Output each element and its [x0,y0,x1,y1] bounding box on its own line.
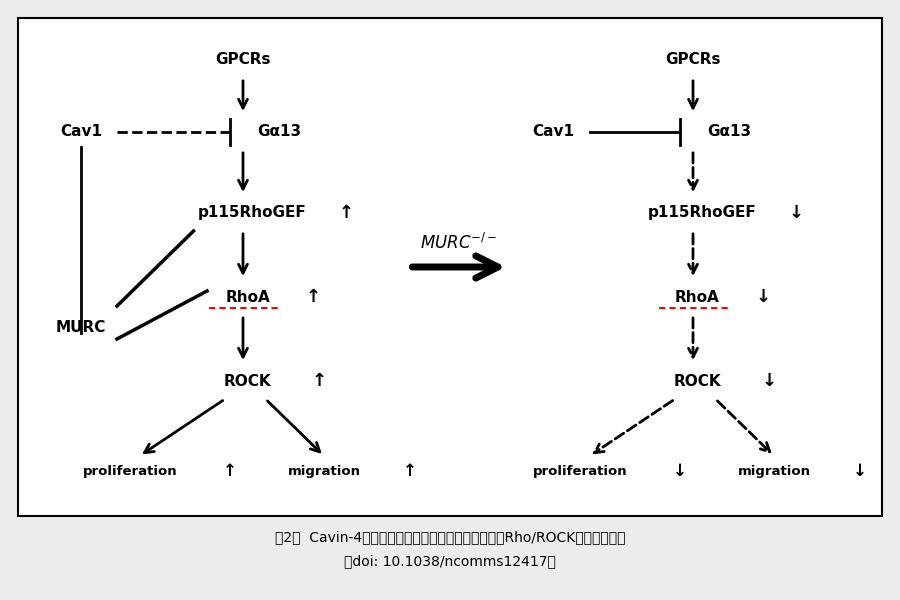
Text: 図2．  Cavin-4による肺動脈血管平滑筋細胞におけるRho/ROCKシグナル制御: 図2． Cavin-4による肺動脈血管平滑筋細胞におけるRho/ROCKシグナル… [274,530,626,544]
Text: Gα13: Gα13 [256,124,302,139]
Text: GPCRs: GPCRs [215,52,271,67]
Text: ROCK: ROCK [674,373,721,389]
Text: GPCRs: GPCRs [665,52,721,67]
Text: ↑: ↑ [222,462,237,480]
Text: ↑: ↑ [312,372,327,390]
Text: （doi: 10.1038/ncomms12417）: （doi: 10.1038/ncomms12417） [344,554,556,568]
Text: migration: migration [737,464,811,478]
Text: proliferation: proliferation [83,464,178,478]
Text: ROCK: ROCK [224,373,271,389]
Text: ↑: ↑ [339,204,354,222]
Text: ↓: ↓ [672,462,687,480]
Text: MURC: MURC [56,319,106,335]
Text: Cav1: Cav1 [533,124,574,139]
Text: Cav1: Cav1 [60,124,102,139]
FancyBboxPatch shape [18,18,882,516]
Text: RhoA: RhoA [675,289,720,304]
Text: p115RhoGEF: p115RhoGEF [198,205,306,220]
Text: ↓: ↓ [789,204,804,222]
Text: ↓: ↓ [762,372,777,390]
Text: RhoA: RhoA [225,289,270,304]
Text: Gα13: Gα13 [706,124,752,139]
Text: ↓: ↓ [756,288,770,306]
Text: migration: migration [287,464,361,478]
Text: proliferation: proliferation [533,464,628,478]
Text: ↓: ↓ [852,462,867,480]
Text: ↑: ↑ [306,288,320,306]
Text: ↑: ↑ [402,462,417,480]
Text: $\mathit{MURC}^{-/-}$: $\mathit{MURC}^{-/-}$ [420,233,498,253]
Text: p115RhoGEF: p115RhoGEF [648,205,756,220]
